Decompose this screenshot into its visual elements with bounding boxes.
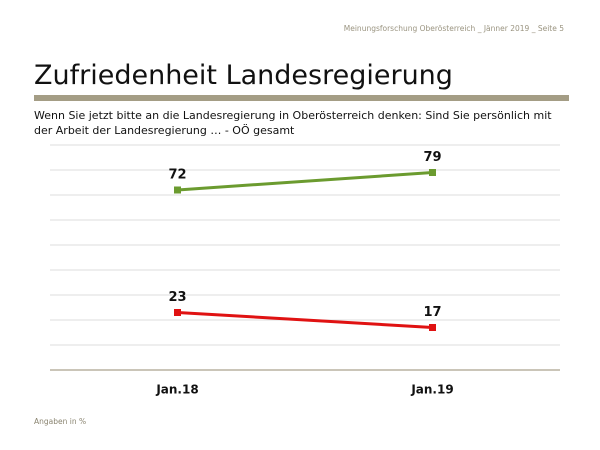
data-label: 23 (168, 290, 186, 305)
data-label: 72 (168, 168, 186, 183)
marker (174, 186, 181, 194)
series-line (177, 171, 433, 192)
data-label: 17 (423, 305, 441, 320)
x-tick-label: Jan.18 (155, 383, 198, 397)
marker (429, 324, 436, 331)
data-label: 79 (423, 150, 441, 165)
title-rule (34, 95, 569, 101)
series-line (177, 311, 433, 329)
header: Meinungsforschung Oberösterreich _ Jänne… (343, 24, 564, 33)
marker (429, 169, 436, 176)
marker (174, 309, 181, 316)
subtitle: Wenn Sie jetzt bitte an die Landesregier… (34, 109, 552, 137)
title: Zufriedenheit Landesregierung (34, 60, 453, 91)
note: Angaben in % (34, 417, 87, 426)
x-tick-label: Jan.19 (410, 383, 453, 397)
